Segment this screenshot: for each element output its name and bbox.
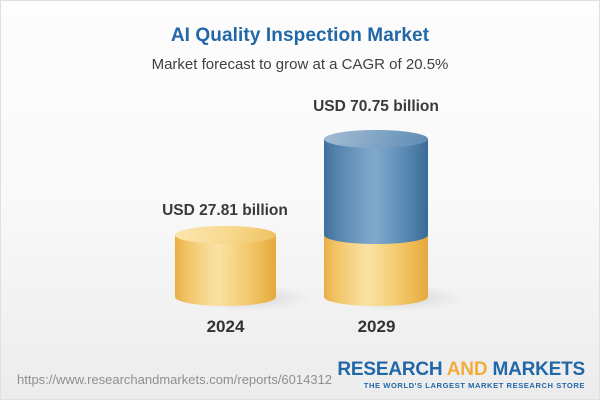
report-url: https://www.researchandmarkets.com/repor… (17, 372, 333, 387)
page-title: AI Quality Inspection Market (170, 25, 430, 46)
bar-2029-segment-base (324, 234, 428, 306)
value-label-2029: USD 70.75 billion (313, 98, 439, 115)
research-and-markets-logo: RESEARCH AND MARKETS THE WORLD'S LARGEST… (337, 360, 585, 390)
axis-label-2024: 2024 (206, 317, 245, 336)
axis-label-2029: 2029 (357, 317, 396, 336)
subtitle: Market forecast to grow at a CAGR of 20.… (151, 56, 449, 73)
bar-2029-segment-growth (324, 139, 428, 244)
logo-wordmark: RESEARCH AND MARKETS (337, 360, 585, 379)
footer: https://www.researchandmarkets.com/repor… (1, 351, 599, 399)
bar-2024-segment-base (175, 234, 276, 306)
bar-2024-top-cap (175, 225, 276, 244)
bar-2024 (175, 225, 276, 306)
bar-2029-top-cap (324, 130, 428, 149)
bar-2029 (324, 130, 428, 306)
logo-word-and: AND (446, 359, 488, 381)
bar-chart: USD 27.81 billion USD 70.75 billion 2024… (1, 1, 599, 346)
logo-tagline: THE WORLD'S LARGEST MARKET RESEARCH STOR… (363, 381, 585, 391)
header: AI Quality Inspection Market Market fore… (1, 1, 599, 73)
logo-word-markets: MARKETS (492, 359, 585, 381)
value-label-2024: USD 27.81 billion (162, 202, 288, 219)
logo-word-research: RESEARCH (337, 359, 443, 381)
